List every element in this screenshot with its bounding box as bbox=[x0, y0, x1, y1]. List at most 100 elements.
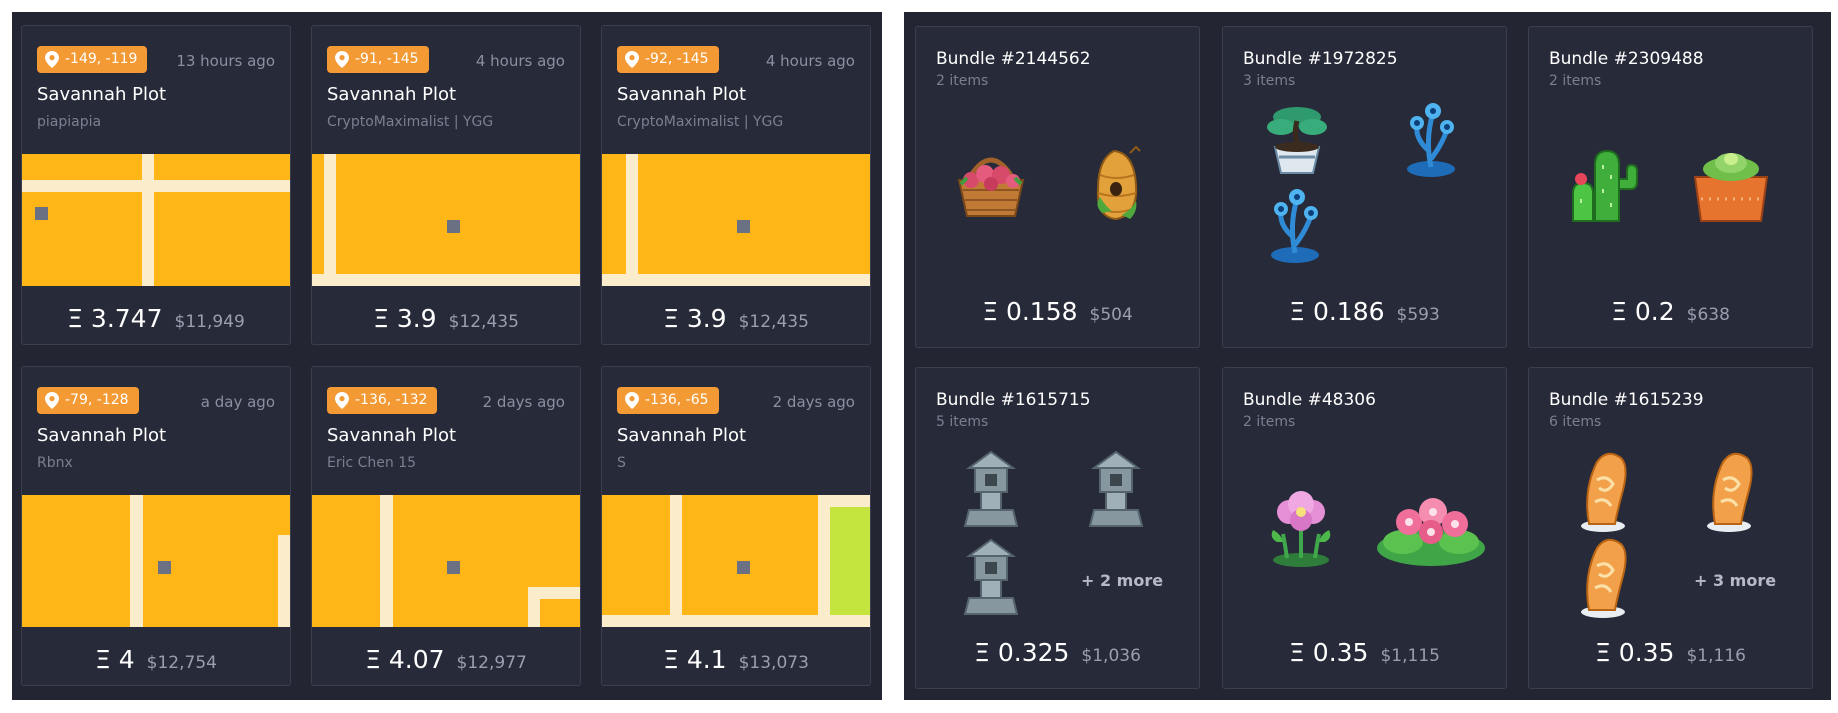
bundle-card[interactable]: Bundle #1615715 5 items + 2 more Ξ 0.325… bbox=[915, 367, 1200, 689]
cactus-icon bbox=[1572, 149, 1638, 222]
more-items-label: + 2 more bbox=[1081, 571, 1164, 590]
plot-map bbox=[602, 495, 870, 627]
listing-time: 4 hours ago bbox=[765, 52, 855, 70]
owner-name: piapiapia bbox=[37, 114, 102, 130]
usd-price: $638 bbox=[1686, 305, 1730, 325]
bundle-card[interactable]: Bundle #2309488 2 items Ξ 0.2 $638 bbox=[1528, 26, 1813, 348]
eth-price: Ξ 4.07 bbox=[365, 645, 445, 674]
pink-flower-icon bbox=[1271, 491, 1331, 567]
stone-lantern-icon bbox=[963, 538, 1019, 615]
coordinates-badge: -79, -128 bbox=[37, 387, 139, 414]
land-card[interactable]: -136, -132 2 days ago Savannah Plot Eric… bbox=[311, 366, 581, 686]
plot-map bbox=[602, 154, 870, 286]
carved-stone-icon bbox=[1581, 452, 1627, 532]
price: Ξ 0.158 $504 bbox=[916, 297, 1199, 326]
owner-name: CryptoMaximalist | YGG bbox=[327, 114, 494, 130]
blue-flower-icon bbox=[1407, 103, 1455, 177]
land-card[interactable]: -79, -128 a day ago Savannah Plot Rbnx Ξ… bbox=[21, 366, 291, 686]
location-pin-icon bbox=[335, 51, 349, 68]
bundle-title: Bundle #1615715 bbox=[936, 390, 1091, 410]
coordinates-text: -92, -145 bbox=[645, 51, 709, 67]
more-items-label: + 3 more bbox=[1694, 571, 1777, 590]
land-card[interactable]: -136, -65 2 days ago Savannah Plot S Ξ 4… bbox=[601, 366, 871, 686]
carved-stone-icon bbox=[1707, 452, 1753, 532]
price: Ξ 4.07 $12,977 bbox=[312, 645, 580, 674]
eth-price: Ξ 3.9 bbox=[663, 304, 727, 333]
bundle-item-count: 2 items bbox=[1243, 414, 1296, 430]
land-title: Savannah Plot bbox=[327, 425, 457, 446]
coordinates-text: -136, -65 bbox=[645, 392, 709, 408]
location-pin-icon bbox=[625, 392, 639, 409]
plot-marker bbox=[447, 220, 460, 233]
plot-marker bbox=[737, 220, 750, 233]
price: Ξ 3.9 $12,435 bbox=[602, 304, 870, 333]
land-title: Savannah Plot bbox=[37, 84, 167, 105]
eth-price: Ξ 3.9 bbox=[373, 304, 437, 333]
bundle-title: Bundle #2144562 bbox=[936, 49, 1091, 69]
land-card[interactable]: -149, -119 13 hours ago Savannah Plot pi… bbox=[21, 25, 291, 345]
usd-price: $12,977 bbox=[456, 653, 527, 673]
bundle-card[interactable]: Bundle #48306 2 items Ξ 0.35 $1,115 bbox=[1222, 367, 1507, 689]
bundle-item-count: 6 items bbox=[1549, 414, 1602, 430]
eth-price: Ξ 0.158 bbox=[982, 297, 1078, 326]
bundle-title: Bundle #48306 bbox=[1243, 390, 1376, 410]
bundle-item-count: 3 items bbox=[1243, 73, 1296, 89]
land-title: Savannah Plot bbox=[617, 84, 747, 105]
eth-price: Ξ 3.747 bbox=[67, 304, 163, 333]
listing-time: 13 hours ago bbox=[176, 52, 275, 70]
location-pin-icon bbox=[625, 51, 639, 68]
price: Ξ 0.186 $593 bbox=[1223, 297, 1506, 326]
location-pin-icon bbox=[335, 392, 349, 409]
potted-bonsai-icon bbox=[1267, 107, 1327, 174]
land-listings-panel: -149, -119 13 hours ago Savannah Plot pi… bbox=[12, 12, 882, 700]
bundle-title: Bundle #2309488 bbox=[1549, 49, 1704, 69]
bundle-listings-panel: Bundle #2144562 2 items Ξ 0.158 $504 Bund… bbox=[904, 12, 1831, 700]
bundle-card[interactable]: Bundle #1615239 6 items + 3 more Ξ 0.35 $… bbox=[1528, 367, 1813, 689]
usd-price: $1,036 bbox=[1081, 646, 1141, 666]
usd-price: $12,435 bbox=[448, 312, 519, 332]
usd-price: $13,073 bbox=[738, 653, 809, 673]
flower-basket-icon bbox=[957, 157, 1025, 217]
coordinates-text: -79, -128 bbox=[65, 392, 129, 408]
stone-lantern-icon bbox=[963, 450, 1019, 527]
price: Ξ 0.35 $1,115 bbox=[1223, 638, 1506, 667]
owner-name: CryptoMaximalist | YGG bbox=[617, 114, 784, 130]
stone-lantern-icon bbox=[1088, 450, 1144, 527]
land-title: Savannah Plot bbox=[327, 84, 457, 105]
bundle-item-count: 2 items bbox=[936, 73, 989, 89]
listing-time: 2 days ago bbox=[482, 393, 565, 411]
price: Ξ 0.2 $638 bbox=[1529, 297, 1812, 326]
eth-price: Ξ 4.1 bbox=[663, 645, 727, 674]
bundle-card[interactable]: Bundle #1972825 3 items Ξ 0.186 $593 bbox=[1222, 26, 1507, 348]
eth-price: Ξ 0.186 bbox=[1289, 297, 1385, 326]
price: Ξ 0.325 $1,036 bbox=[916, 638, 1199, 667]
usd-price: $11,949 bbox=[174, 312, 245, 332]
coordinates-badge: -149, -119 bbox=[37, 46, 148, 73]
plot-map bbox=[312, 495, 580, 627]
usd-price: $12,435 bbox=[738, 312, 809, 332]
plot-map bbox=[22, 495, 290, 627]
price: Ξ 3.9 $12,435 bbox=[312, 304, 580, 333]
pink-flower-bush-icon bbox=[1377, 498, 1485, 566]
land-card[interactable]: -91, -145 4 hours ago Savannah Plot Cryp… bbox=[311, 25, 581, 345]
coordinates-text: -149, -119 bbox=[65, 51, 138, 67]
usd-price: $593 bbox=[1396, 305, 1440, 325]
price: Ξ 3.747 $11,949 bbox=[22, 304, 290, 333]
coordinates-text: -91, -145 bbox=[355, 51, 419, 67]
listing-time: 2 days ago bbox=[772, 393, 855, 411]
usd-price: $504 bbox=[1089, 305, 1133, 325]
bundle-card[interactable]: Bundle #2144562 2 items Ξ 0.158 $504 bbox=[915, 26, 1200, 348]
usd-price: $12,754 bbox=[146, 653, 217, 673]
listing-time: a day ago bbox=[200, 393, 275, 411]
land-card[interactable]: -92, -145 4 hours ago Savannah Plot Cryp… bbox=[601, 25, 871, 345]
location-pin-icon bbox=[45, 392, 59, 409]
coordinates-badge: -91, -145 bbox=[327, 46, 429, 73]
bundle-item-count: 2 items bbox=[1549, 73, 1602, 89]
plot-marker bbox=[737, 561, 750, 574]
blue-flower-icon bbox=[1271, 189, 1319, 263]
succulent-pot-icon bbox=[1693, 153, 1769, 222]
eth-price: Ξ 0.2 bbox=[1611, 297, 1675, 326]
carved-stone-icon bbox=[1581, 538, 1627, 618]
price: Ξ 4.1 $13,073 bbox=[602, 645, 870, 674]
coordinates-badge: -92, -145 bbox=[617, 46, 719, 73]
